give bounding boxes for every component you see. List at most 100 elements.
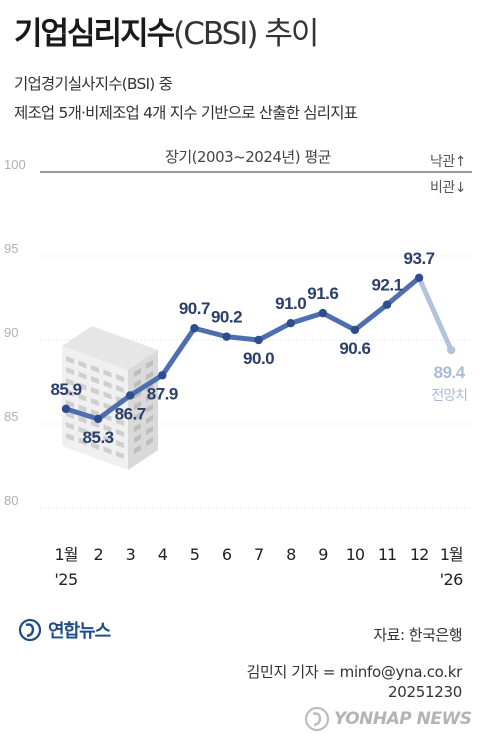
data-label: 93.7 [404, 249, 435, 268]
x-tick-label: 12 [410, 545, 428, 564]
building-window [66, 356, 74, 364]
subtitle-line-2: 제조업 5개·비제조업 4개 지수 기반으로 산출한 심리지표 [14, 104, 358, 122]
data-point [93, 414, 103, 424]
data-label: 89.4 [434, 363, 466, 382]
building-window [66, 433, 74, 441]
line-chart: 100 95 90 85 80 장기(2003~2024년) 평균 낙관↑ 비관↓ 85.9… [4, 148, 472, 589]
y-tick-label: 85 [4, 409, 18, 424]
data-label: 92.1 [371, 276, 402, 295]
building-window [134, 412, 141, 421]
data-label: 90.2 [211, 308, 242, 327]
x-tick-label: 4 [158, 545, 168, 564]
building-window [116, 429, 124, 437]
data-point-forecast [447, 345, 456, 355]
legend-optimism: 낙관↑ [430, 154, 466, 170]
yonhap-logo-icon [18, 618, 42, 642]
building-window [66, 367, 74, 375]
x-tick-label: 10 [346, 545, 365, 564]
x-tick-label: 1월 [55, 545, 78, 564]
x-tick-label: 9 [318, 545, 328, 564]
building-window [78, 360, 87, 369]
data-point [222, 332, 231, 341]
x-tick-label: 1월 [440, 545, 463, 564]
building-window [78, 437, 87, 446]
title-main: 기업심리지수 [14, 16, 175, 52]
building-window [134, 368, 141, 377]
data-label: 85.9 [50, 380, 81, 399]
building-window [134, 423, 141, 432]
building-window [91, 398, 99, 406]
x-tick-label: 11 [378, 545, 396, 564]
building-window [134, 434, 141, 443]
building-window [103, 369, 112, 378]
building-window [103, 380, 112, 389]
building-window [91, 387, 99, 395]
series-line-forecast [416, 275, 454, 353]
data-label: 90.7 [179, 299, 210, 318]
y-tick-label: 80 [4, 493, 18, 508]
source-text: 자료: 한국은행 [373, 626, 462, 644]
building-window [116, 407, 124, 415]
building-window [134, 445, 141, 454]
forecast-note: 전망치 [431, 388, 467, 404]
subtitle-line-1: 기업경기실사지수(BSI) 중 [14, 75, 173, 93]
building-window [78, 404, 87, 413]
data-point [126, 391, 135, 400]
data-label: 90.0 [243, 349, 274, 368]
building-window [103, 446, 112, 455]
building-window [66, 378, 74, 386]
building-window [116, 385, 124, 393]
logo-text: 연합뉴스 [48, 621, 111, 642]
watermark-text: YONHAP NEWS [334, 709, 472, 729]
yonhap-logo: 연합뉴스 [18, 617, 111, 643]
building-window [116, 374, 124, 382]
data-label: 86.7 [115, 404, 146, 423]
data-label: 85.3 [83, 428, 114, 447]
building-window [66, 389, 74, 397]
building-window [116, 440, 124, 448]
building-window [134, 379, 141, 388]
y-tick-label: 95 [4, 241, 18, 256]
data-point [190, 324, 199, 333]
y-tick-label: 90 [4, 325, 18, 340]
building-window [146, 360, 153, 369]
x-tick-label: 8 [286, 545, 296, 564]
x-tick-year-label: '26 [440, 570, 464, 589]
y-tick-label: 100 [4, 157, 26, 172]
building-window [78, 426, 87, 435]
building-window [78, 415, 87, 424]
x-tick-label: 7 [254, 545, 263, 564]
watermark-icon [304, 706, 330, 732]
data-label: 91.6 [307, 284, 338, 303]
building-window [146, 404, 153, 413]
series-line-actual [63, 275, 422, 422]
x-tick-year-label: '25 [54, 570, 77, 589]
building-window [91, 442, 99, 450]
building-window [91, 365, 99, 373]
building-window [91, 431, 99, 439]
building-window [146, 437, 153, 446]
watermark: YONHAP NEWS [304, 706, 472, 732]
building-window [78, 393, 87, 402]
data-point [286, 319, 295, 328]
data-point [158, 371, 167, 380]
data-point [350, 325, 360, 335]
data-point [382, 300, 392, 309]
building-window [116, 451, 124, 459]
data-point [254, 335, 263, 345]
building-window [103, 391, 112, 400]
data-label: 90.6 [339, 339, 370, 358]
building-window [91, 420, 99, 428]
building-window [146, 393, 153, 402]
page-title: 기업심리지수(CBSI) 추이 [14, 8, 319, 53]
date-text: 20251230 [388, 683, 462, 701]
building-window [134, 401, 141, 410]
data-label: 87.9 [147, 384, 178, 403]
baseline-label: 장기(2003~2024년) 평균 [165, 148, 332, 166]
data-point [318, 308, 327, 318]
x-tick-label: 2 [94, 545, 103, 564]
building-window [78, 382, 87, 391]
legend-pessimism: 비관↓ [430, 180, 466, 196]
building-window [91, 376, 99, 384]
building-window [146, 371, 153, 380]
